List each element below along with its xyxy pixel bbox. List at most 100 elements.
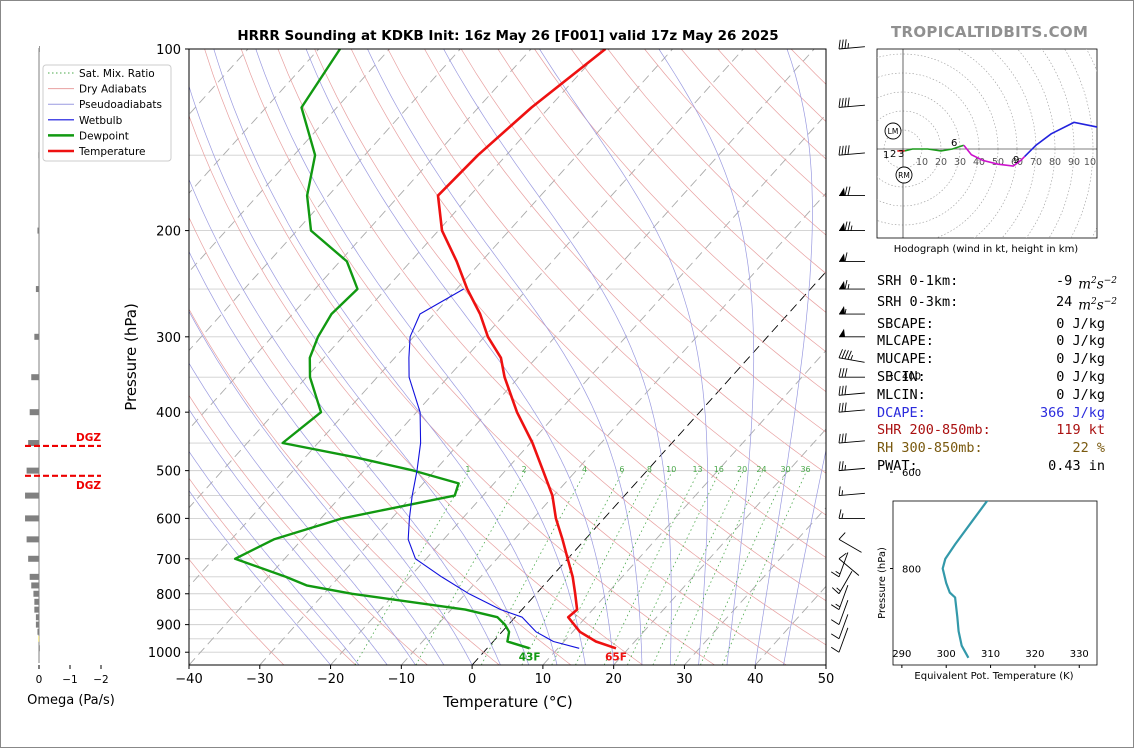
- barb-full: [844, 97, 847, 107]
- omega-bar: [37, 227, 39, 234]
- x-tick-label: 40: [747, 672, 764, 687]
- barb-staff: [838, 538, 862, 553]
- stat-value: 0 J/kg: [1056, 351, 1105, 368]
- isotherm: [189, 49, 461, 352]
- wind-barb: [839, 252, 865, 262]
- barb-full: [830, 633, 840, 640]
- barb-staff: [838, 552, 849, 578]
- barb-half: [835, 603, 841, 608]
- moist-adiabat: [213, 49, 558, 665]
- omega-tick-label: −2: [93, 674, 108, 686]
- barb-full: [838, 146, 841, 156]
- legend: Sat. Mix. Ratio Dry Adiabats Pseudoadiabat…: [42, 64, 172, 162]
- stat-label: MLCIN:: [877, 386, 926, 403]
- barb-staff: [838, 152, 865, 156]
- stat-row: SRH 0-1km: -9 m2s−2: [877, 273, 1117, 294]
- moist-adiabat: [367, 49, 643, 665]
- barb-full: [844, 385, 847, 395]
- stat-row: DCAPE: 366 J/kg: [877, 405, 1117, 423]
- hodograph-height-label: 3: [898, 149, 904, 160]
- barb-half: [850, 225, 853, 231]
- isotherm: [542, 349, 826, 665]
- barb-flag: [839, 306, 845, 315]
- stat-row: PWAT: 0.43 in: [877, 458, 1117, 476]
- barb-full: [844, 252, 848, 262]
- stat-label: SBCIN:: [877, 368, 926, 385]
- stat-label: PWAT:: [877, 457, 918, 474]
- stat-row: RH 300-850mb: 22 %: [877, 440, 1117, 458]
- barb-staff: [838, 409, 865, 413]
- theta-e-frame: [892, 500, 1098, 666]
- barb-full: [844, 368, 848, 378]
- x-tick-label: 30: [676, 672, 693, 687]
- hodograph-ring-label: 40: [973, 157, 985, 168]
- dry-adiabat: [424, 49, 826, 474]
- moist-adiabat: [189, 362, 416, 665]
- x-tick-label: 10: [535, 672, 552, 687]
- dry-adiabat: [189, 308, 500, 665]
- wind-barb: [830, 627, 849, 653]
- barb-half: [847, 283, 850, 290]
- barb-full: [831, 587, 840, 595]
- mixing-ratio-line: [551, 470, 652, 665]
- mixing-ratio-line: [673, 470, 764, 665]
- wind-barb: [838, 368, 865, 378]
- stat-value: 0.43 in: [1048, 457, 1105, 474]
- omega-bar: [26, 467, 39, 474]
- isotherm: [471, 271, 826, 665]
- barb-full: [844, 402, 847, 412]
- wind-barb: [839, 328, 865, 338]
- omega-bar: [29, 573, 39, 580]
- stat-value: -9: [1055, 273, 1073, 289]
- barb-full: [847, 97, 850, 107]
- stat-row: MLCIN: 0 J/kg: [877, 387, 1117, 405]
- dry-adiabat: [189, 114, 644, 665]
- stat-unit: m2s−2: [1078, 297, 1117, 314]
- dry-adiabat: [570, 49, 826, 313]
- barb-full: [838, 433, 841, 444]
- barb-staff: [838, 627, 849, 653]
- wind-barb: [838, 461, 865, 472]
- moist-adiabat: [255, 49, 586, 665]
- wind-barb: [839, 279, 865, 290]
- dry-adiabat: [240, 49, 787, 665]
- isotherm: [189, 49, 320, 194]
- barb-staff: [838, 440, 865, 444]
- legend-entry: Wetbulb: [79, 115, 123, 127]
- x-tick-label: 0: [468, 672, 476, 687]
- barb-full: [841, 402, 844, 412]
- barb-full: [844, 145, 847, 155]
- barb-full: [841, 39, 844, 49]
- hodograph-height-label: 9: [1013, 155, 1019, 166]
- omega-bar: [39, 645, 40, 652]
- temperature-line: [436, 49, 617, 650]
- wind-barb: [830, 600, 849, 625]
- barb-staff: [838, 558, 860, 576]
- mixing-ratio-line: [480, 470, 587, 665]
- isotherm: [189, 49, 673, 588]
- theta-e-x-tick-label: 300: [937, 649, 956, 660]
- omega-tick-label: −1: [62, 674, 77, 686]
- mixing-ratio-label: 20: [737, 465, 747, 474]
- omega-bar: [38, 635, 40, 642]
- dry-adiabat: [189, 216, 572, 665]
- y-tick-label: 1000: [148, 646, 181, 661]
- hodograph-ring-label: 50: [992, 157, 1004, 168]
- skewt-background-lines: [189, 49, 826, 665]
- omega-bar: [33, 590, 39, 597]
- mixing-ratio-label: 6: [619, 465, 624, 474]
- dry-adiabat: [460, 49, 826, 433]
- mixing-ratio-line: [521, 470, 624, 665]
- mixing-ratio-line: [415, 470, 527, 665]
- mixing-ratio-line: [575, 470, 673, 665]
- omega-bar: [37, 628, 39, 635]
- barb-full: [847, 186, 851, 196]
- dgz-label: DGZ: [76, 480, 101, 492]
- mixing-ratio-label: 16: [714, 465, 724, 474]
- moist-adiabat: [539, 49, 708, 665]
- stats-panel: SRH 0-1km: -9 m2s−2 SRH 0-3km: 24 m2s−2 SBCAPE…: [877, 273, 1117, 476]
- dry-adiabat: [387, 49, 826, 516]
- dry-adiabat: [189, 477, 356, 665]
- x-tick-label: −30: [246, 672, 273, 687]
- stat-value: 0 J/kg: [1056, 368, 1105, 385]
